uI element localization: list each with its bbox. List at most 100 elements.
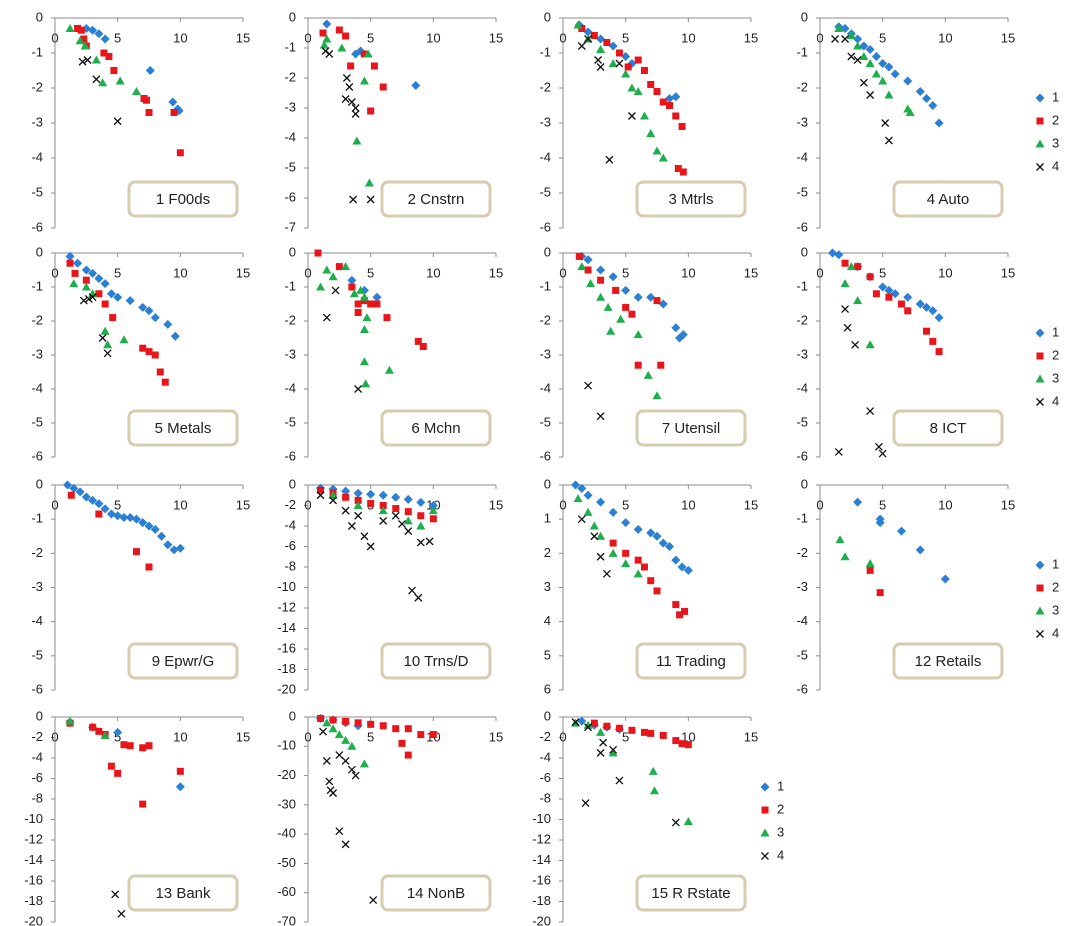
point bbox=[602, 569, 611, 578]
point bbox=[597, 276, 605, 284]
y-tick-label: -3 bbox=[284, 346, 296, 361]
chart-title: 13 Bank bbox=[155, 885, 211, 902]
point bbox=[404, 751, 412, 759]
point bbox=[834, 250, 844, 260]
point bbox=[145, 109, 153, 116]
x-tick-label: 5 bbox=[622, 729, 629, 744]
point bbox=[627, 112, 636, 120]
point bbox=[119, 335, 129, 344]
y-tick-label: -10 bbox=[532, 811, 551, 826]
y-tick-label: -5 bbox=[539, 414, 551, 429]
point bbox=[105, 53, 113, 60]
point bbox=[596, 63, 605, 71]
x-tick-label: 0 bbox=[304, 30, 311, 45]
x-tick-label: 15 bbox=[744, 729, 758, 744]
point bbox=[100, 49, 108, 57]
point bbox=[404, 527, 413, 536]
point bbox=[325, 50, 334, 58]
point bbox=[915, 299, 925, 309]
point bbox=[575, 252, 583, 260]
point bbox=[359, 357, 369, 366]
point bbox=[103, 349, 112, 358]
point bbox=[100, 34, 110, 44]
point bbox=[100, 279, 110, 289]
point bbox=[353, 501, 363, 509]
y-tick-label: 0 bbox=[36, 244, 43, 259]
point bbox=[683, 817, 693, 826]
point bbox=[347, 741, 357, 750]
y-tick-label: -2 bbox=[539, 729, 551, 744]
point bbox=[633, 292, 643, 302]
y-tick-label: -2 bbox=[284, 497, 296, 512]
x-tick-label: 0 bbox=[304, 265, 311, 280]
point bbox=[347, 98, 356, 106]
point bbox=[356, 285, 366, 294]
x-tick-label: 10 bbox=[681, 30, 695, 45]
legend-marker bbox=[1036, 163, 1044, 171]
point bbox=[351, 104, 360, 112]
legend-label: 2 bbox=[1052, 579, 1059, 594]
point bbox=[347, 765, 356, 774]
point bbox=[408, 586, 416, 595]
point bbox=[342, 493, 350, 501]
point bbox=[354, 511, 363, 520]
title-box bbox=[635, 642, 747, 680]
point bbox=[359, 325, 369, 333]
point bbox=[119, 512, 129, 522]
x-tick-label: 10 bbox=[173, 265, 187, 280]
point bbox=[126, 742, 134, 750]
point bbox=[922, 94, 932, 103]
point bbox=[606, 326, 616, 335]
point bbox=[169, 545, 179, 555]
point bbox=[608, 59, 618, 67]
y-tick-label: -1 bbox=[796, 511, 808, 526]
title-box bbox=[635, 409, 747, 447]
point bbox=[163, 540, 173, 550]
point bbox=[156, 368, 164, 376]
point bbox=[609, 539, 617, 547]
point bbox=[577, 262, 587, 271]
point bbox=[621, 69, 631, 78]
point bbox=[88, 25, 98, 35]
point bbox=[596, 748, 605, 757]
y-tick-label: -1 bbox=[539, 44, 551, 59]
point bbox=[322, 313, 331, 322]
point bbox=[65, 716, 75, 725]
point bbox=[322, 718, 332, 727]
title-box bbox=[635, 874, 747, 912]
point bbox=[125, 512, 135, 522]
title-box bbox=[892, 409, 1004, 447]
point bbox=[334, 730, 344, 739]
point bbox=[679, 168, 687, 176]
y-tick-label: 2 bbox=[544, 545, 551, 560]
point bbox=[113, 727, 123, 737]
point bbox=[175, 782, 185, 792]
point bbox=[653, 297, 661, 305]
y-tick-label: -3 bbox=[796, 114, 808, 129]
point bbox=[91, 55, 101, 64]
y-tick-label: -20 bbox=[277, 681, 296, 696]
point bbox=[106, 289, 116, 299]
x-tick-label: 10 bbox=[173, 497, 187, 512]
point bbox=[884, 136, 893, 145]
title-box bbox=[380, 409, 492, 447]
point bbox=[615, 49, 623, 57]
y-tick-label: -6 bbox=[31, 448, 43, 463]
title-box bbox=[380, 642, 492, 680]
point bbox=[319, 29, 327, 37]
point bbox=[885, 293, 893, 301]
point bbox=[92, 75, 101, 84]
point bbox=[77, 26, 85, 34]
point bbox=[584, 35, 593, 43]
point bbox=[100, 326, 110, 335]
chart-title: 6 Mchn bbox=[411, 420, 460, 437]
point bbox=[665, 542, 675, 551]
point bbox=[586, 279, 596, 288]
x-tick-label: 5 bbox=[367, 729, 374, 744]
point bbox=[341, 486, 351, 496]
y-tick-label: -3 bbox=[31, 579, 43, 594]
point bbox=[80, 35, 88, 43]
legend-marker bbox=[1036, 398, 1044, 406]
point bbox=[646, 528, 656, 538]
y-tick-label: -2 bbox=[539, 79, 551, 94]
